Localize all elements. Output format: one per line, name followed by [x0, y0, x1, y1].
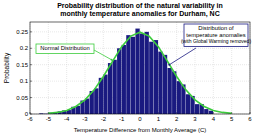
x-grid-line [48, 22, 49, 114]
histogram-bar [94, 88, 98, 114]
x-tick-label: 5 [230, 116, 234, 122]
x-tick-label: 2 [175, 116, 179, 122]
histogram-bar [163, 55, 167, 114]
grid [30, 22, 250, 114]
y-tick-label: 0.25 [16, 29, 28, 35]
histogram-bar [108, 63, 112, 114]
histogram-bar [131, 37, 135, 114]
histogram-bar [168, 68, 172, 114]
annotation-arrow [169, 48, 196, 65]
title: Probability distribution of the natural … [57, 2, 223, 10]
histogram-bar [113, 60, 117, 114]
histogram-bar [149, 42, 153, 114]
x-tick-label: -4 [64, 116, 70, 122]
x-tick-label: -3 [82, 116, 88, 122]
y-tick-label: 0.1 [20, 78, 29, 84]
histogram-bar [209, 111, 213, 114]
plot-frame [30, 22, 250, 114]
histogram-bar [103, 75, 107, 114]
x-tick-label: 3 [193, 116, 197, 122]
histogram-bar [135, 29, 139, 114]
x-tick-label: 6 [248, 116, 252, 122]
histogram-bar [177, 81, 181, 114]
y-tick-label: 0.2 [20, 45, 29, 51]
annotation-text: Distribution of [198, 25, 234, 31]
x-tick-label: 0 [138, 116, 142, 122]
x-tick-label: -5 [46, 116, 52, 122]
annotation-text: temperature anomalies [186, 32, 245, 38]
chart: -6 -5 -4 -3 -2 -1 0 1 2 3 4 5 6 0 0.05 0.1 0.15 0.2 0.25 Pr… [0, 0, 256, 137]
histogram-bar [117, 48, 121, 114]
histogram-bar [126, 35, 130, 114]
histogram-bar [122, 45, 126, 114]
annotation-arrow [94, 50, 112, 60]
histogram-bar [158, 52, 162, 114]
histogram-bar [145, 32, 149, 114]
histogram-bar [195, 104, 199, 114]
y-tick-label: 0.15 [16, 62, 28, 68]
x-tick-label: 4 [212, 116, 216, 122]
title: monthly temperature anomalies for Durham… [60, 10, 219, 18]
x-tick-label: 1 [157, 116, 161, 122]
annotation-arrowhead [168, 64, 170, 66]
annotation-text: Normal Distribution [40, 45, 89, 51]
histogram-bar [140, 34, 144, 115]
plot-background [30, 22, 250, 114]
x-grid-line [66, 22, 67, 114]
y-tick-label: 0.05 [16, 95, 28, 101]
x-axis-label: Temperature Difference from Monthly Aver… [74, 127, 207, 133]
histogram-bar [154, 40, 158, 114]
histogram-bar [204, 109, 208, 114]
histogram-bar [186, 94, 190, 114]
y-tick-label: 0 [25, 111, 29, 117]
histogram-bar [85, 99, 89, 114]
annotation-text: (with Global Warming removed) [181, 38, 251, 44]
x-tick-label: -6 [27, 116, 33, 122]
histogram-bar [172, 71, 176, 114]
y-axis-label: Probability [3, 52, 11, 83]
x-tick-label: -1 [119, 116, 125, 122]
x-tick-label: -2 [101, 116, 107, 122]
annotation-arrowhead [111, 59, 113, 61]
annotation-box [36, 44, 94, 54]
